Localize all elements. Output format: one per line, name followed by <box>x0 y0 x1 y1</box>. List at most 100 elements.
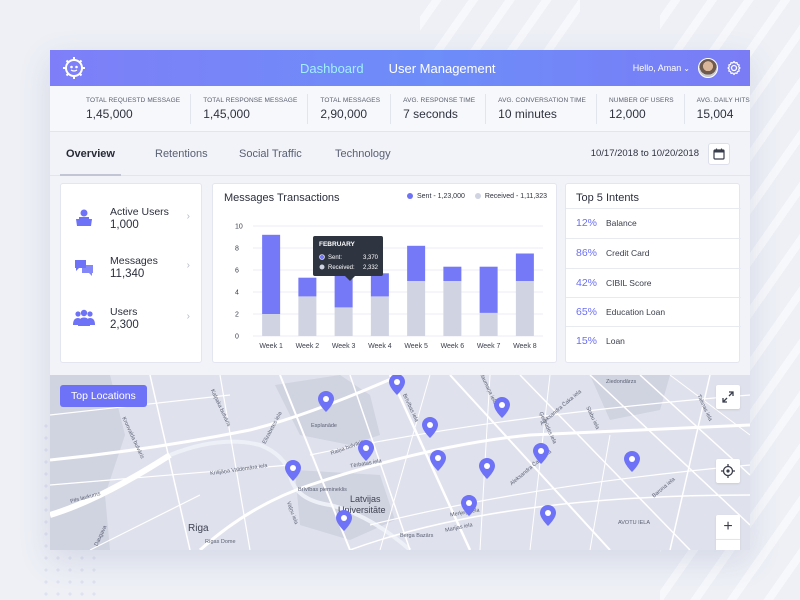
user-greeting-dropdown[interactable]: Hello, Aman ⌄ <box>633 63 690 73</box>
map-label-riga: Riga <box>188 523 209 534</box>
main-navigation: Dashboard User Management <box>300 50 496 86</box>
chat-bubbles-icon <box>73 256 95 278</box>
bar-sent <box>407 245 426 281</box>
x-tick-label: Week 2 <box>296 343 320 350</box>
tooltip-box <box>313 236 383 276</box>
locate-button[interactable] <box>716 459 740 483</box>
zoom-out-button[interactable]: − <box>716 539 740 550</box>
map-label-latvijas: Latvijas <box>350 494 381 504</box>
legend-received: Received - 1,11,323 <box>474 193 547 200</box>
tooltip-pointer <box>345 276 355 281</box>
intent-percent: 42% <box>576 277 598 289</box>
tab-retentions[interactable]: Retentions <box>155 148 208 160</box>
chevron-right-icon: › <box>186 211 190 222</box>
robot-logo-icon[interactable] <box>61 55 87 81</box>
map-label-brivibas: Brīvības piemineklis <box>298 487 347 493</box>
x-tick-label: Week 7 <box>477 343 501 350</box>
chevron-right-icon: › <box>186 311 190 322</box>
bar-sent <box>370 273 389 297</box>
map-pin-icon[interactable] <box>422 417 438 438</box>
section-tabs: Overview Retentions Social Traffic Techn… <box>50 132 750 176</box>
intent-row[interactable]: 65% Education Loan <box>566 297 741 326</box>
stat-label: TOTAL REQUESTD MESSAGE <box>86 96 181 104</box>
calendar-button[interactable] <box>708 143 730 165</box>
gear-icon[interactable] <box>726 60 742 76</box>
map-pin-icon[interactable] <box>358 440 374 461</box>
map-pin-icon[interactable] <box>430 450 446 471</box>
top-intents-card: Top 5 Intents 12% Balance 86% Credit Car… <box>565 183 741 363</box>
nav-dashboard[interactable]: Dashboard <box>300 60 364 76</box>
map-pin-icon[interactable] <box>533 443 549 464</box>
metric-users[interactable]: Users 2,300 › <box>73 298 198 338</box>
x-tick-label: Week 8 <box>513 343 537 350</box>
x-tick-label: Week 6 <box>441 343 465 350</box>
stat-total-response: TOTAL RESPONSE MESSAGE 1,45,000 <box>190 93 307 124</box>
background-stripes-top <box>420 0 580 50</box>
tooltip-sent-dot <box>319 254 325 260</box>
intent-row[interactable]: 42% CIBIL Score <box>566 268 741 297</box>
stat-value: 7 seconds <box>403 106 458 121</box>
intent-name: Education Loan <box>606 307 666 317</box>
map-pin-icon[interactable] <box>336 510 352 531</box>
stat-value: 10 minutes <box>498 106 557 121</box>
map-label-universitate: Universitāte <box>338 505 386 515</box>
metric-value: 1,000 <box>110 218 139 231</box>
tooltip-received-dot <box>319 264 325 270</box>
metric-messages[interactable]: Messages 11,340 › <box>73 247 198 287</box>
metric-active-users[interactable]: Active Users 1,000 › <box>73 198 198 238</box>
y-tick-label: 4 <box>235 290 239 297</box>
metric-value: 11,340 <box>110 267 145 280</box>
chevron-down-icon: ⌄ <box>683 63 690 73</box>
bar-received <box>515 281 534 336</box>
stat-label: AVG. CONVERSATION TIME <box>498 96 586 104</box>
map-label-rigas-dome: Rīgas Dome <box>205 539 236 545</box>
tab-overview[interactable]: Overview <box>60 132 121 176</box>
bar-received <box>298 296 317 336</box>
intent-row[interactable]: 12% Balance <box>566 208 741 237</box>
user-menu: Hello, Aman ⌄ <box>633 50 742 86</box>
nav-user-management[interactable]: User Management <box>388 60 496 76</box>
intent-row[interactable]: 86% Credit Card <box>566 238 741 267</box>
y-tick-label: 0 <box>235 334 239 341</box>
chart-title: Messages Transactions <box>224 192 340 204</box>
bar-received <box>262 314 281 336</box>
locations-map[interactable]: Riga Latvijas Universitāte Esplanāde Brī… <box>50 375 750 550</box>
stat-label: AVG. RESPONSE TIME <box>403 96 476 104</box>
x-tick-label: Week 4 <box>368 343 392 350</box>
zoom-controls: + − <box>716 515 740 550</box>
intent-percent: 15% <box>576 335 598 347</box>
stats-strip: TOTAL REQUESTD MESSAGE 1,45,000 TOTAL RE… <box>50 86 750 132</box>
x-tick-label: Week 1 <box>259 343 283 350</box>
bar-received <box>407 281 426 336</box>
stat-value: 1,45,000 <box>86 106 133 121</box>
tooltip-received-label: Received: <box>328 265 355 271</box>
intent-row[interactable]: 15% Loan <box>566 326 741 355</box>
date-range[interactable]: 10/17/2018 to 10/20/2018 <box>590 148 699 159</box>
map-pin-icon[interactable] <box>624 451 640 472</box>
y-tick-label: 10 <box>235 224 243 231</box>
top-locations-button[interactable]: Top Locations <box>60 385 147 407</box>
zoom-in-button[interactable]: + <box>716 515 740 539</box>
map-pin-icon[interactable] <box>285 460 301 481</box>
fullscreen-button[interactable] <box>716 385 740 409</box>
map-pin-icon[interactable] <box>389 375 405 395</box>
map-pin-icon[interactable] <box>461 495 477 516</box>
stat-total-messages: TOTAL MESSAGES 2,90,000 <box>307 93 390 124</box>
map-base <box>50 375 750 550</box>
map-label-berga: Berga Bazārs <box>400 533 434 539</box>
tab-technology[interactable]: Technology <box>335 148 391 160</box>
intent-name: CIBIL Score <box>606 278 652 288</box>
map-pin-icon[interactable] <box>318 391 334 412</box>
legend-sent: Sent - 1,23,000 <box>406 193 465 200</box>
stat-label: NUMBER OF USERS <box>608 96 674 104</box>
bar-sent <box>479 266 498 313</box>
bar-received <box>479 312 498 336</box>
tooltip-sent-value: 3,370 <box>363 255 379 261</box>
chevron-right-icon: › <box>186 260 190 271</box>
map-pin-icon[interactable] <box>494 397 510 418</box>
tab-social-traffic[interactable]: Social Traffic <box>239 148 302 160</box>
map-pin-icon[interactable] <box>479 458 495 479</box>
intent-name: Credit Card <box>606 248 650 258</box>
map-pin-icon[interactable] <box>540 505 556 526</box>
avatar[interactable] <box>698 58 718 78</box>
